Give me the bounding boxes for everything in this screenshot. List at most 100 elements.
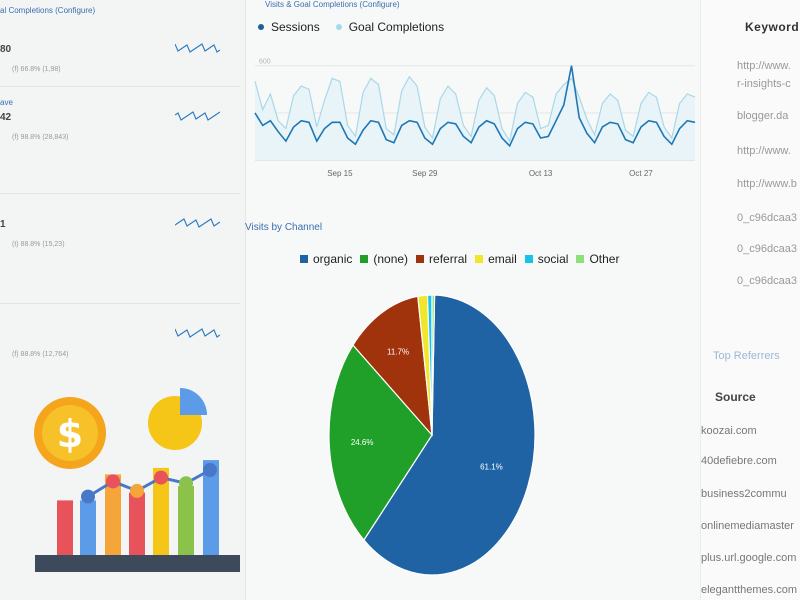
dollar-coin-icon: $ xyxy=(34,397,106,469)
pie-legend-label: organic xyxy=(313,252,353,266)
metric-sub: (f) 98.8% (28,843) xyxy=(12,134,69,141)
x-tick-label: Sep 29 xyxy=(412,169,438,178)
legend-swatch-icon xyxy=(416,255,425,263)
metric-label[interactable]: ave xyxy=(0,98,13,107)
pie-chart: 61.1% 24.6% 11.7% xyxy=(328,294,536,576)
sessions-line xyxy=(254,65,696,148)
coin-symbol: $ xyxy=(57,412,83,456)
keywords-header: Keyword xyxy=(745,20,800,34)
illus-bar xyxy=(153,467,169,555)
illus-bar xyxy=(57,500,73,555)
pie-legend-item[interactable]: Other xyxy=(576,252,619,266)
top-referrers-header[interactable]: Top Referrers xyxy=(713,350,780,362)
pie-slice-organic[interactable] xyxy=(363,294,536,576)
keyword-item[interactable]: 0_c96dcaa3 xyxy=(737,275,797,287)
referrer-source-item[interactable]: onlinemediamaster xyxy=(701,520,794,532)
pie-data-label: 11.7% xyxy=(387,348,409,357)
pie-legend-item[interactable]: organic xyxy=(300,252,352,266)
y-tick-label: 600 xyxy=(259,59,271,66)
sessions-dot-icon xyxy=(258,24,264,30)
pie-legend-item[interactable]: (none) xyxy=(360,252,408,266)
goal-dot-icon xyxy=(335,24,342,30)
right-panel: Keyword http://www. r-insights-c blogger.d… xyxy=(700,0,800,600)
source-header: Source xyxy=(715,390,756,404)
keyword-item[interactable]: 0_c96dcaa3 xyxy=(737,243,797,255)
metric-divider xyxy=(0,193,240,194)
pie-data-label: 24.6% xyxy=(351,438,374,447)
x-tick-label: Oct 13 xyxy=(529,169,553,178)
referrer-source-item[interactable]: 40defiebre.com xyxy=(701,455,777,467)
metric-block: ave 42 (f) 98.8% (28,843) xyxy=(0,98,240,158)
legend-sessions[interactable]: Sessions xyxy=(258,20,320,34)
metric-block: 1 (t) 88.8% (15,23) xyxy=(0,205,240,265)
pie-legend-label: (none) xyxy=(373,252,409,266)
referrer-source-item[interactable]: elegantthemes.com xyxy=(701,584,797,596)
keyword-item[interactable]: http://www. xyxy=(737,145,791,157)
pie-legend-item[interactable]: referral xyxy=(416,252,467,266)
pie-chart-legend: organic (none) referral email social Other xyxy=(300,252,619,266)
illus-trend-dot xyxy=(106,474,120,489)
sparkline xyxy=(175,328,220,338)
illus-base xyxy=(35,555,240,572)
analytics-illustration: $ xyxy=(34,388,240,572)
sparkline xyxy=(175,218,220,228)
pie-slice-Other[interactable] xyxy=(431,294,436,436)
legend-swatch-icon xyxy=(524,255,533,263)
illus-trend-dot xyxy=(154,470,168,485)
legend-goal-completions[interactable]: Goal Completions xyxy=(335,20,445,34)
legend-sessions-label: Sessions xyxy=(271,20,320,34)
pie-slice-referral[interactable] xyxy=(352,295,433,437)
pie-legend-label: social xyxy=(537,252,569,266)
referrer-source-item[interactable]: plus.url.google.com xyxy=(701,552,797,564)
metric-block: (f) 88.8% (12,764) xyxy=(0,315,240,375)
line-chart-title[interactable]: Visits & Goal Completions (Configure) xyxy=(265,0,400,9)
metric-divider xyxy=(0,303,240,304)
metric-value: 42 xyxy=(0,112,12,123)
x-tick-label: Sep 15 xyxy=(327,169,353,178)
legend-swatch-icon xyxy=(360,255,369,263)
pie-legend-label: email xyxy=(488,252,517,266)
metric-value: 80 xyxy=(0,44,12,55)
illus-bar xyxy=(105,474,121,555)
sparkline xyxy=(175,43,220,53)
sparkline xyxy=(175,111,220,121)
left-metrics-panel: al Completions (Configure) 80 (f) 66.8% (… xyxy=(0,0,246,600)
illus-bar xyxy=(80,500,96,555)
pie-legend-label: Other xyxy=(589,252,620,266)
illus-bar xyxy=(129,492,145,555)
pie-chart-icon xyxy=(148,388,207,450)
keyword-item[interactable]: 0_c96dcaa3 xyxy=(737,212,797,224)
keyword-item[interactable]: blogger.da xyxy=(737,110,789,122)
left-panel-header[interactable]: al Completions (Configure) xyxy=(0,6,96,15)
legend-goal-label: Goal Completions xyxy=(348,20,445,34)
illus-trend-dot xyxy=(130,483,144,498)
goal-completions-area xyxy=(255,76,695,160)
illus-trend-dot xyxy=(203,463,217,477)
metric-sub: (f) 88.8% (12,764) xyxy=(12,351,69,358)
illus-bar xyxy=(178,486,194,555)
x-tick-label: Oct 27 xyxy=(629,169,653,178)
pie-legend-label: referral xyxy=(429,252,468,266)
metric-value: 1 xyxy=(0,219,6,230)
legend-swatch-icon xyxy=(300,255,308,263)
metric-block: 80 (f) 66.8% (1,98) xyxy=(0,30,240,90)
metric-divider xyxy=(0,86,240,87)
pie-chart-title[interactable]: Visits by Channel xyxy=(245,222,323,233)
referrer-source-item[interactable]: business2commu xyxy=(701,488,787,500)
goal-completions-line xyxy=(254,75,696,143)
metric-sub: (t) 88.8% (15,23) xyxy=(12,241,65,248)
pie-data-label: 61.1% xyxy=(480,463,503,472)
referrer-source-item[interactable]: koozai.com xyxy=(701,425,757,437)
legend-swatch-icon xyxy=(475,255,484,263)
pie-legend-item[interactable]: social xyxy=(524,252,569,266)
keyword-item[interactable]: r-insights-c xyxy=(737,78,791,90)
keyword-item[interactable]: http://www. xyxy=(737,60,791,72)
illus-bar xyxy=(203,460,219,555)
illus-trend-dot xyxy=(81,489,95,504)
metric-sub: (f) 66.8% (1,98) xyxy=(12,66,61,73)
legend-swatch-icon xyxy=(576,255,585,263)
keyword-item[interactable]: http://www.b xyxy=(737,178,797,190)
pie-legend-item[interactable]: email xyxy=(475,252,517,266)
pie-slice-none[interactable] xyxy=(328,344,433,542)
